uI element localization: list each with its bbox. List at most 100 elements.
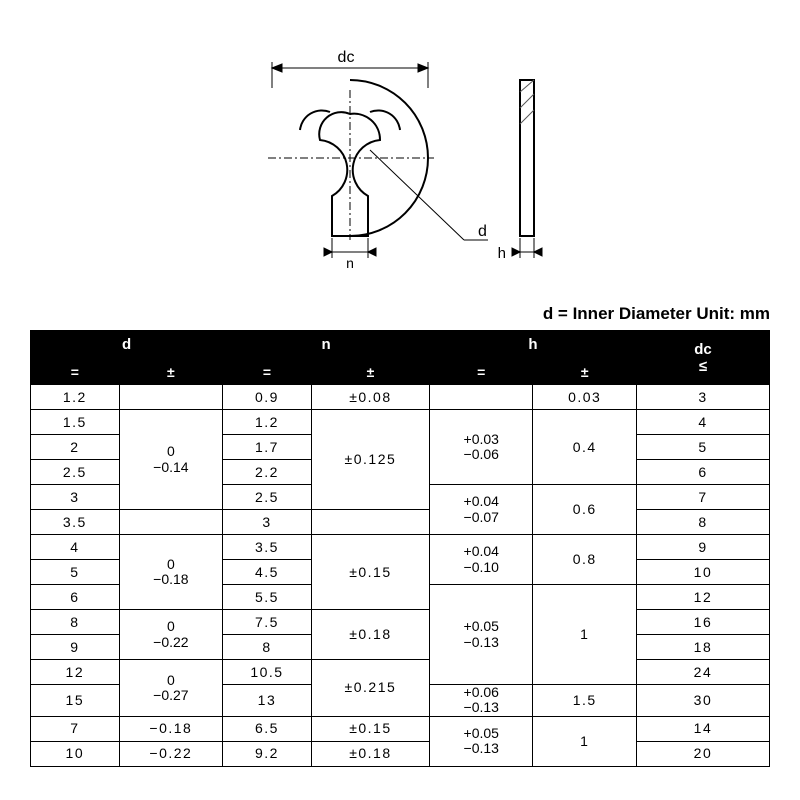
label-h: h: [498, 245, 506, 262]
cell-dc: 9: [636, 535, 769, 560]
spec-table-body: 1.20.9±0.080.0331.50−0.141.2±0.125+0.03−…: [31, 385, 770, 767]
cell-n-tol: ±0.18: [311, 741, 429, 766]
cell-d: 3: [31, 485, 120, 510]
cell-dc: 24: [636, 660, 769, 685]
cell-n-tol: ±0.18: [311, 610, 429, 660]
cell-h: +0.04−0.10: [430, 535, 533, 585]
cell-n: 2.2: [223, 460, 312, 485]
cell-d: 12: [31, 660, 120, 685]
cell-n: 10.5: [223, 660, 312, 685]
cell-d-tol: [119, 510, 222, 535]
cell-h-tol: 0.4: [533, 410, 636, 485]
cell-h-tol: 0.6: [533, 485, 636, 535]
cell-n-tol: ±0.15: [311, 716, 429, 741]
cell-h: +0.05−0.13: [430, 585, 533, 685]
cell-h-tol: 1.5: [533, 685, 636, 717]
cell-dc: 6: [636, 460, 769, 485]
col-d-tol: ±: [119, 359, 222, 385]
cell-h: +0.06−0.13: [430, 685, 533, 717]
spec-table-container: d n h dc ≤ = ± = ± = ± 1.20.9±0.080.0331…: [30, 330, 770, 767]
cell-n: 3.5: [223, 535, 312, 560]
eclip-diagram-svg: dc n d: [220, 40, 580, 280]
table-row: 3.538: [31, 510, 770, 535]
cell-dc: 20: [636, 741, 769, 766]
cell-dc: 5: [636, 435, 769, 460]
cell-n: 3: [223, 510, 312, 535]
cell-d-tol: 0−0.22: [119, 610, 222, 660]
cell-n: 6.5: [223, 716, 312, 741]
table-row: 1.50−0.141.2±0.125+0.03−0.060.44: [31, 410, 770, 435]
cell-n-tol: ±0.15: [311, 535, 429, 610]
cell-d: 8: [31, 610, 120, 635]
cell-d: 1.5: [31, 410, 120, 435]
cell-h: +0.05−0.13: [430, 716, 533, 766]
cell-dc: 16: [636, 610, 769, 635]
cell-h-tol: 0.8: [533, 535, 636, 585]
cell-d: 15: [31, 685, 120, 717]
cell-d: 2: [31, 435, 120, 460]
cell-dc: 30: [636, 685, 769, 717]
table-row: 80−0.227.5±0.1816: [31, 610, 770, 635]
cell-n-tol: ±0.08: [311, 385, 429, 410]
cell-h: [430, 385, 533, 410]
cell-d: 9: [31, 635, 120, 660]
label-dc: dc: [338, 49, 355, 66]
cell-d: 2.5: [31, 460, 120, 485]
cell-n: 8: [223, 635, 312, 660]
cell-n: 1.2: [223, 410, 312, 435]
cell-d-tol: −0.18: [119, 716, 222, 741]
cell-dc: 12: [636, 585, 769, 610]
cell-dc: 3: [636, 385, 769, 410]
cell-n: 9.2: [223, 741, 312, 766]
cell-d-tol: 0−0.27: [119, 660, 222, 717]
label-n: n: [346, 255, 354, 271]
unit-legend: d = Inner Diameter Unit: mm: [543, 304, 770, 324]
cell-h: +0.04−0.07: [430, 485, 533, 535]
cell-d-tol: 0−0.14: [119, 410, 222, 510]
spec-table: d n h dc ≤ = ± = ± = ± 1.20.9±0.080.0331…: [30, 330, 770, 767]
cell-d: 4: [31, 535, 120, 560]
cell-n-tol: ±0.125: [311, 410, 429, 510]
cell-n: 4.5: [223, 560, 312, 585]
cell-d-tol: [119, 385, 222, 410]
cell-d: 6: [31, 585, 120, 610]
cell-n-tol: ±0.215: [311, 660, 429, 717]
col-h-eq: =: [430, 359, 533, 385]
table-row: 10−0.229.2±0.1820: [31, 741, 770, 766]
cell-n: 7.5: [223, 610, 312, 635]
cell-d: 1.2: [31, 385, 120, 410]
cell-d-tol: 0−0.18: [119, 535, 222, 610]
cell-d: 7: [31, 716, 120, 741]
col-group-h: h: [430, 331, 637, 359]
cell-d: 3.5: [31, 510, 120, 535]
col-h-tol: ±: [533, 359, 636, 385]
cell-dc: 18: [636, 635, 769, 660]
cell-h: +0.03−0.06: [430, 410, 533, 485]
cell-d: 5: [31, 560, 120, 585]
cell-dc: 14: [636, 716, 769, 741]
table-row: 7−0.186.5±0.15+0.05−0.13114: [31, 716, 770, 741]
technical-diagram: dc n d: [30, 30, 770, 300]
cell-h-tol: 1: [533, 716, 636, 766]
cell-n: 0.9: [223, 385, 312, 410]
label-d: d: [478, 223, 487, 240]
table-row: 40−0.183.5±0.15+0.04−0.100.89: [31, 535, 770, 560]
cell-n: 5.5: [223, 585, 312, 610]
cell-dc: 4: [636, 410, 769, 435]
col-group-d: d: [31, 331, 223, 359]
cell-d-tol: −0.22: [119, 741, 222, 766]
spec-table-head: d n h dc ≤ = ± = ± = ±: [31, 331, 770, 385]
cell-dc: 7: [636, 485, 769, 510]
table-row: 1.2 0.9±0.08 0.033: [31, 385, 770, 410]
col-group-n: n: [223, 331, 430, 359]
col-n-tol: ±: [311, 359, 429, 385]
cell-n: 2.5: [223, 485, 312, 510]
col-n-eq: =: [223, 359, 312, 385]
col-d-eq: =: [31, 359, 120, 385]
cell-dc: 10: [636, 560, 769, 585]
cell-n: 1.7: [223, 435, 312, 460]
cell-h-tol: 1: [533, 585, 636, 685]
cell-n-tol: [311, 510, 429, 535]
cell-h-tol: 0.03: [533, 385, 636, 410]
table-row: 120−0.2710.5±0.21524: [31, 660, 770, 685]
